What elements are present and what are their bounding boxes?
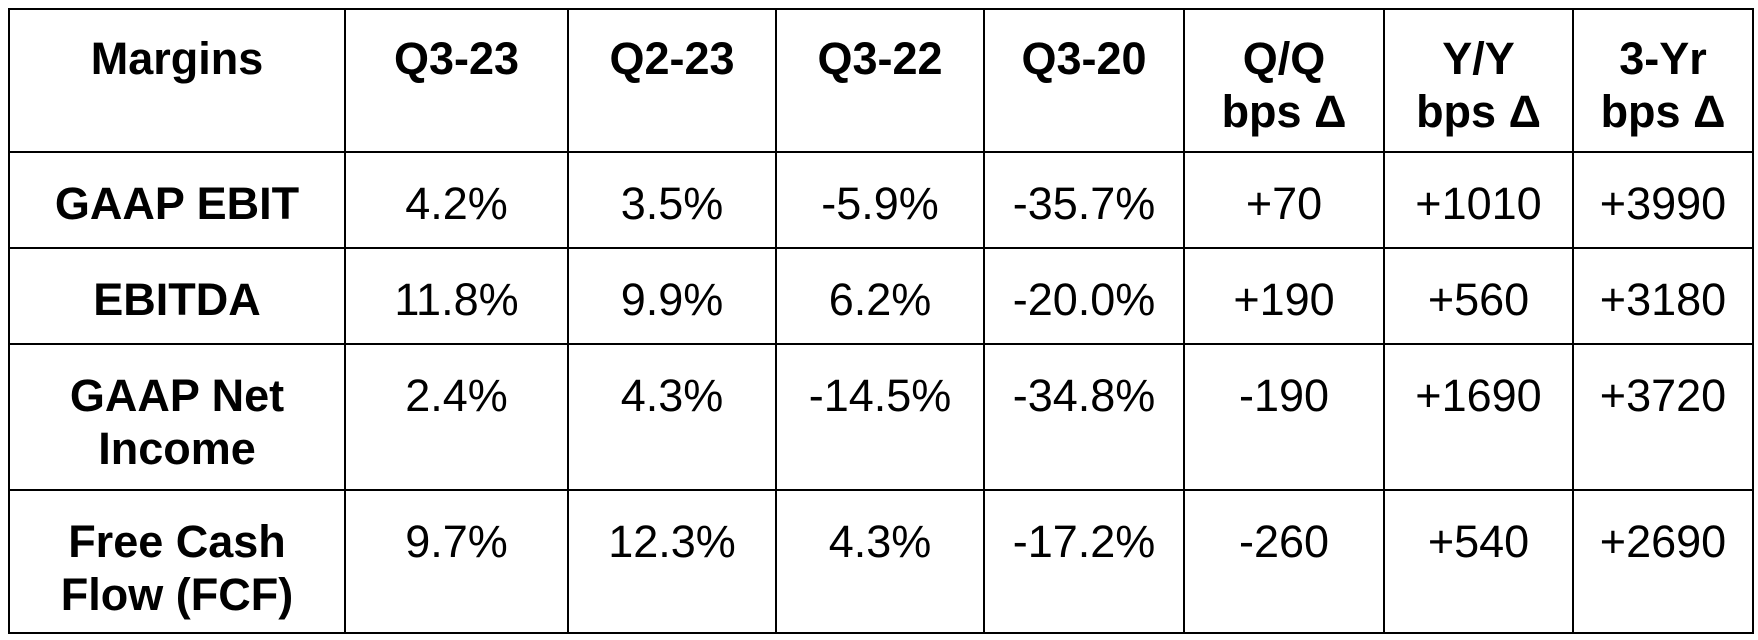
row-label-cell: GAAP EBIT bbox=[8, 151, 346, 249]
table-cell: +70 bbox=[1183, 151, 1385, 249]
header-text: 3-Yr bbox=[1619, 33, 1707, 84]
table-cell: 4.3% bbox=[567, 343, 777, 491]
table-cell: +3720 bbox=[1572, 343, 1754, 491]
table-cell: 12.3% bbox=[567, 489, 777, 634]
row-label-cell: GAAP Net Income bbox=[8, 343, 346, 491]
table-cell: -35.7% bbox=[983, 151, 1185, 249]
table-cell: +3180 bbox=[1572, 247, 1754, 345]
table-cell: +2690 bbox=[1572, 489, 1754, 634]
table-cell: -14.5% bbox=[775, 343, 985, 491]
row-label-text: GAAP EBIT bbox=[54, 178, 300, 229]
table-cell: +540 bbox=[1383, 489, 1574, 634]
header-text: Q3-22 bbox=[817, 33, 943, 84]
table-cell: -260 bbox=[1183, 489, 1385, 634]
table-row-gaap-net-income: GAAP Net Income 2.4% 4.3% -14.5% -34.8% … bbox=[8, 343, 1754, 491]
row-label-text: Flow (FCF) bbox=[60, 569, 294, 620]
header-cell-yy-bps: Y/Y bps Δ bbox=[1383, 8, 1574, 153]
table-cell: 4.3% bbox=[775, 489, 985, 634]
header-text: Y/Y bbox=[1442, 33, 1515, 84]
table-cell: +3990 bbox=[1572, 151, 1754, 249]
row-label-text: EBITDA bbox=[93, 274, 261, 325]
header-cell-3yr-bps: 3-Yr bps Δ bbox=[1572, 8, 1754, 153]
header-cell-margins: Margins bbox=[8, 8, 346, 153]
row-label-cell: EBITDA bbox=[8, 247, 346, 345]
header-cell-q3-23: Q3-23 bbox=[344, 8, 569, 153]
header-text: Margins bbox=[90, 33, 264, 84]
table-cell: -5.9% bbox=[775, 151, 985, 249]
table-cell: 9.7% bbox=[344, 489, 569, 634]
table-cell: 9.9% bbox=[567, 247, 777, 345]
header-cell-q3-20: Q3-20 bbox=[983, 8, 1185, 153]
table-cell: 6.2% bbox=[775, 247, 985, 345]
table-cell: +1690 bbox=[1383, 343, 1574, 491]
table-cell: +190 bbox=[1183, 247, 1385, 345]
header-text: Q/Q bbox=[1242, 33, 1326, 84]
header-cell-qq-bps: Q/Q bps Δ bbox=[1183, 8, 1385, 153]
table-cell: 11.8% bbox=[344, 247, 569, 345]
table-row-ebitda: EBITDA 11.8% 9.9% 6.2% -20.0% +190 +560 … bbox=[8, 247, 1754, 345]
table-row-free-cash-flow: Free Cash Flow (FCF) 9.7% 12.3% 4.3% -17… bbox=[8, 489, 1754, 634]
header-text: Q2-23 bbox=[609, 33, 735, 84]
row-label-text: GAAP Net bbox=[69, 370, 285, 421]
table-cell: 2.4% bbox=[344, 343, 569, 491]
table-cell: -20.0% bbox=[983, 247, 1185, 345]
header-text: bps Δ bbox=[1600, 86, 1726, 137]
header-text: Q3-20 bbox=[1021, 33, 1147, 84]
table-cell: 4.2% bbox=[344, 151, 569, 249]
table-row-gaap-ebit: GAAP EBIT 4.2% 3.5% -5.9% -35.7% +70 +10… bbox=[8, 151, 1754, 249]
row-label-cell: Free Cash Flow (FCF) bbox=[8, 489, 346, 634]
header-text: bps Δ bbox=[1416, 86, 1541, 137]
row-label-text: Income bbox=[98, 423, 256, 474]
table-cell: -190 bbox=[1183, 343, 1385, 491]
header-cell-q3-22: Q3-22 bbox=[775, 8, 985, 153]
table-cell: +560 bbox=[1383, 247, 1574, 345]
header-cell-q2-23: Q2-23 bbox=[567, 8, 777, 153]
table-header-row: Margins Q3-23 Q2-23 Q3-22 Q3-20 Q/Q bps … bbox=[8, 8, 1754, 153]
table-cell: 3.5% bbox=[567, 151, 777, 249]
table-cell: -34.8% bbox=[983, 343, 1185, 491]
table-cell: +1010 bbox=[1383, 151, 1574, 249]
margins-table: Margins Q3-23 Q2-23 Q3-22 Q3-20 Q/Q bps … bbox=[8, 8, 1754, 634]
table-cell: -17.2% bbox=[983, 489, 1185, 634]
row-label-text: Free Cash bbox=[68, 516, 286, 567]
header-text: Q3-23 bbox=[393, 33, 520, 84]
header-text: bps Δ bbox=[1221, 86, 1347, 137]
